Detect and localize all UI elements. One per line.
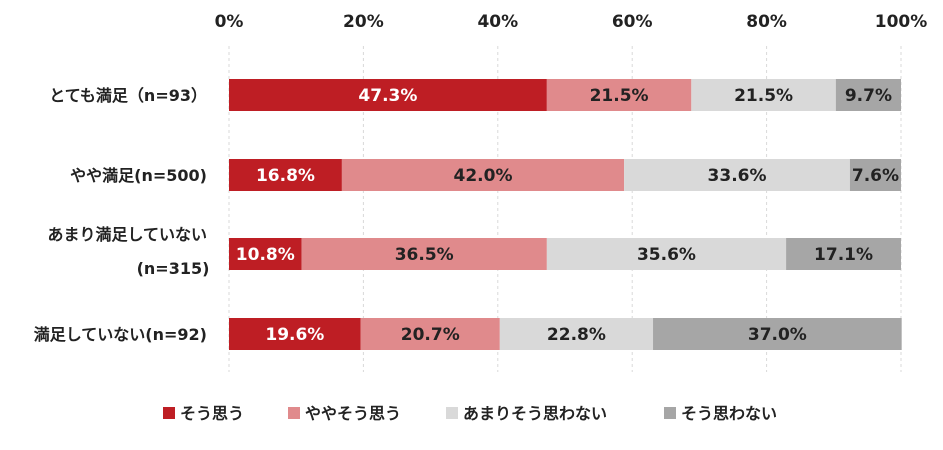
bar-segment bbox=[341, 159, 625, 191]
bar-segment bbox=[835, 79, 901, 111]
bar-segment bbox=[546, 79, 692, 111]
data-label: 9.7% bbox=[845, 86, 892, 106]
legend: そう思う ややそう思う あまりそう思わない そう思わない bbox=[163, 404, 777, 423]
category-label: あまり満足していない bbox=[47, 225, 207, 244]
data-label: 33.6% bbox=[708, 166, 767, 186]
x-axis-ticks: 0% 20% 40% 60% 80% 100% bbox=[215, 12, 928, 32]
bar-segment bbox=[229, 79, 547, 111]
legend-swatch bbox=[664, 407, 676, 419]
bar-segment bbox=[301, 238, 547, 270]
bar-segment bbox=[546, 238, 787, 270]
data-label: 21.5% bbox=[734, 86, 793, 106]
category-label: やや満足(n=500) bbox=[70, 166, 207, 185]
legend-label: あまりそう思わない bbox=[463, 404, 607, 423]
data-label: 21.5% bbox=[590, 86, 649, 106]
data-label: 17.1% bbox=[814, 245, 873, 265]
x-tick-label: 60% bbox=[612, 12, 653, 32]
x-tick-label: 80% bbox=[746, 12, 787, 32]
x-tick-label: 0% bbox=[215, 12, 244, 32]
legend-swatch bbox=[288, 407, 300, 419]
category-labels: とても満足（n=93） やや満足(n=500) あまり満足していない (n=315) 満… bbox=[34, 86, 210, 344]
x-tick-label: 20% bbox=[343, 12, 384, 32]
bar-segment bbox=[691, 79, 836, 111]
bar-segment bbox=[229, 238, 302, 270]
data-label: 20.7% bbox=[401, 325, 460, 345]
data-label: 47.3% bbox=[358, 86, 417, 106]
data-label: 19.6% bbox=[265, 325, 324, 345]
bar-segment bbox=[624, 159, 850, 191]
legend-swatch bbox=[446, 407, 458, 419]
data-label: 10.8% bbox=[236, 245, 295, 265]
data-label: 42.0% bbox=[454, 166, 513, 186]
bar-segment bbox=[849, 159, 901, 191]
data-label: 16.8% bbox=[256, 166, 315, 186]
legend-swatch bbox=[163, 407, 175, 419]
bar-segment bbox=[229, 318, 361, 350]
data-label: 7.6% bbox=[852, 166, 899, 186]
bar-segment bbox=[229, 159, 342, 191]
bar-segment bbox=[786, 238, 901, 270]
category-label: 満足していない(n=92) bbox=[34, 325, 207, 344]
data-label: 35.6% bbox=[637, 245, 696, 265]
bar-segment bbox=[499, 318, 654, 350]
legend-label: ややそう思う bbox=[305, 404, 401, 423]
data-label: 22.8% bbox=[547, 325, 606, 345]
data-label: 37.0% bbox=[748, 325, 807, 345]
category-label: (n=315) bbox=[137, 259, 210, 278]
bar-segment bbox=[653, 318, 902, 350]
bars: 47.3% 21.5% 21.5% 9.7% 16.8% 42.0% 33.6% 7.6% 10… bbox=[229, 79, 902, 350]
x-tick-label: 100% bbox=[875, 12, 928, 32]
legend-label: そう思わない bbox=[681, 404, 777, 423]
legend-label: そう思う bbox=[180, 404, 244, 423]
data-label: 36.5% bbox=[395, 245, 454, 265]
category-label: とても満足（n=93） bbox=[49, 86, 207, 105]
bar-segment bbox=[360, 318, 500, 350]
x-tick-label: 40% bbox=[477, 12, 518, 32]
